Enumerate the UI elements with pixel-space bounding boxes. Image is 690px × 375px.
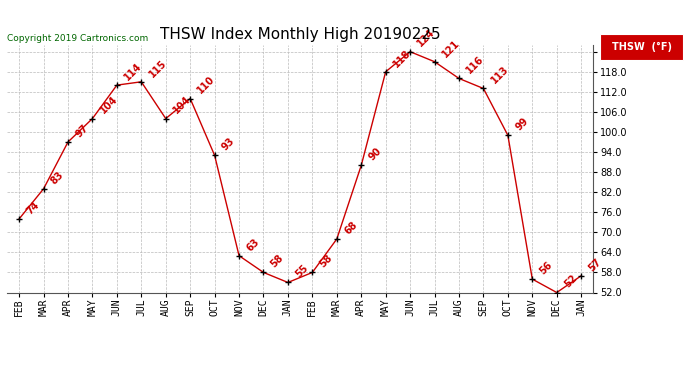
Text: 104: 104 <box>171 94 193 116</box>
Text: 97: 97 <box>74 123 90 139</box>
Text: 52: 52 <box>562 273 579 290</box>
Text: 110: 110 <box>196 74 217 96</box>
Text: 55: 55 <box>293 263 310 280</box>
Text: 104: 104 <box>98 94 119 116</box>
Text: 115: 115 <box>147 58 168 79</box>
Text: Copyright 2019 Cartronics.com: Copyright 2019 Cartronics.com <box>7 34 148 43</box>
Text: 74: 74 <box>25 200 41 216</box>
Text: 90: 90 <box>367 146 384 163</box>
Title: THSW Index Monthly High 20190225: THSW Index Monthly High 20190225 <box>160 27 440 42</box>
Text: 113: 113 <box>489 64 511 86</box>
Text: 63: 63 <box>245 236 262 253</box>
Text: 121: 121 <box>440 38 462 59</box>
Text: 58: 58 <box>269 253 286 270</box>
Text: 56: 56 <box>538 260 555 276</box>
Text: 68: 68 <box>342 219 359 236</box>
Text: 118: 118 <box>391 48 413 69</box>
Text: 116: 116 <box>464 54 486 76</box>
Text: 58: 58 <box>318 253 335 270</box>
Text: 114: 114 <box>122 61 144 82</box>
Text: 93: 93 <box>220 136 237 153</box>
Text: 99: 99 <box>513 116 530 132</box>
Text: 124: 124 <box>415 27 437 49</box>
Text: 83: 83 <box>49 170 66 186</box>
Text: 57: 57 <box>586 256 603 273</box>
Text: THSW  (°F): THSW (°F) <box>612 42 671 52</box>
